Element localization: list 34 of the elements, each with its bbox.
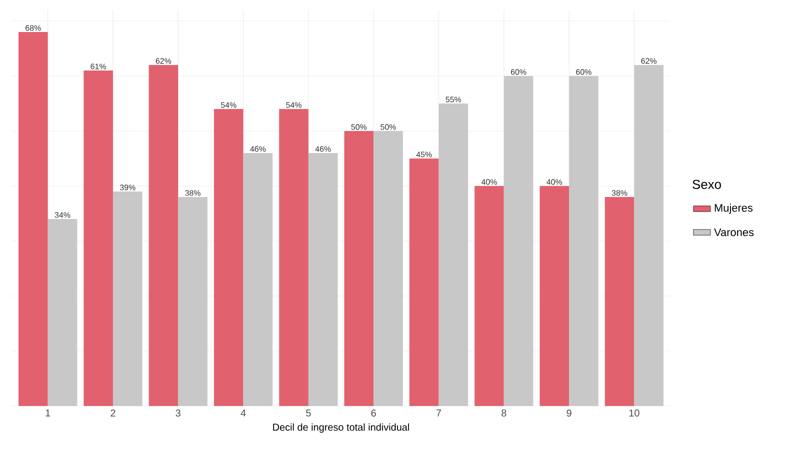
legend-title: Sexo [692,180,721,190]
bar [148,65,178,406]
bar [214,109,244,406]
bar [308,153,338,406]
bar [374,131,403,406]
x-tick-label: 1 [46,410,50,416]
x-axis-title: Decil de ingreso total individual [273,423,409,433]
x-tick-label: 9 [566,410,572,417]
x-tick-label: 4 [240,410,246,416]
x-tick-label: 6 [371,410,376,417]
x-tick-label: 3 [176,410,180,417]
bar [569,76,598,406]
bar [18,32,48,406]
x-tick-label: 7 [436,410,442,416]
x-tick-label: 2 [110,410,116,416]
bar [474,186,504,406]
bar [409,158,439,406]
bar [178,197,208,406]
x-tick-label: 8 [502,410,506,417]
bar [48,219,78,406]
bar [344,131,374,406]
legend-label: Mujeres [714,204,753,214]
bar [438,104,468,406]
bar [279,109,308,406]
bar [540,186,570,406]
bar [243,153,273,406]
bar [84,70,113,406]
x-tick-label: 10 [629,410,640,417]
x-tick-label: 5 [306,410,311,416]
bar [634,65,664,406]
bar [112,192,142,406]
bar [504,76,534,406]
bar [604,197,634,406]
legend-label: Varones [714,228,754,236]
